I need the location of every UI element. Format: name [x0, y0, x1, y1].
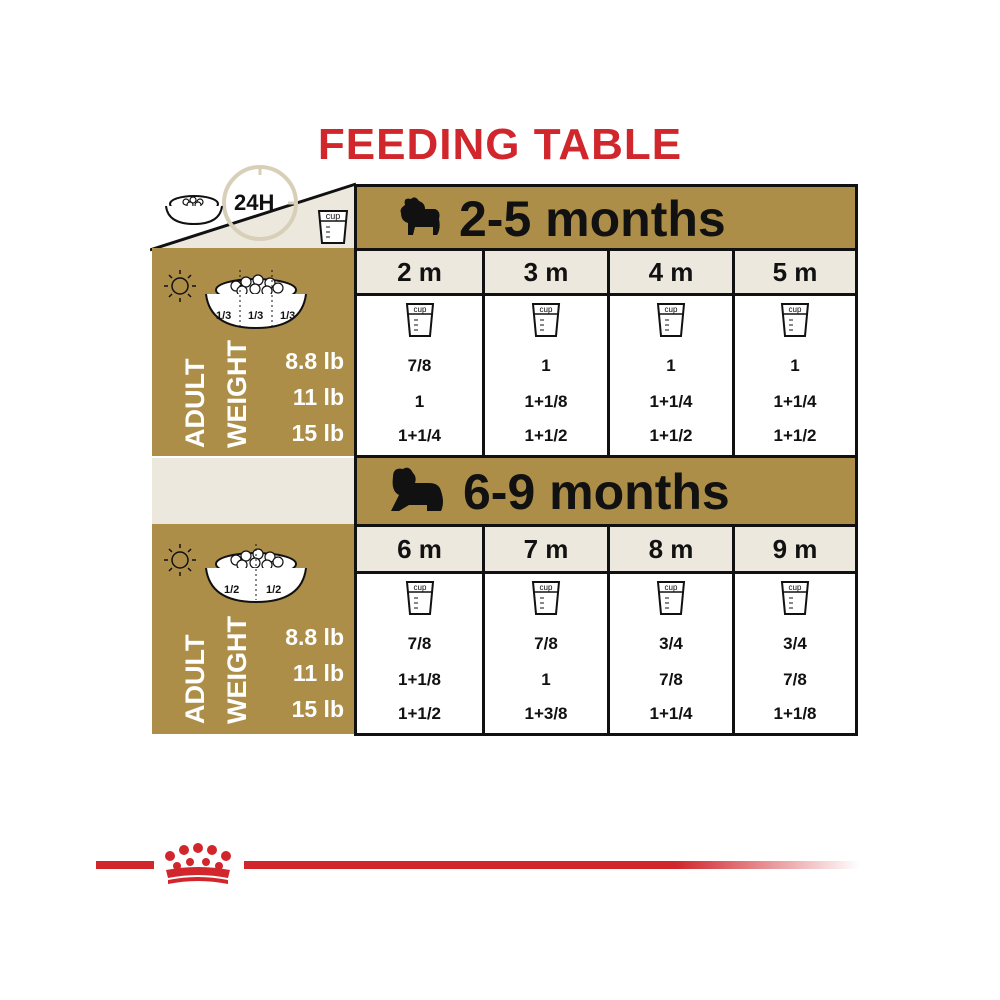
data-column: cup 7/8 1 1+3/8 — [482, 574, 607, 733]
table-cell: 7/8 — [659, 670, 683, 689]
cup-icon: cup — [655, 300, 687, 343]
table-cell: 3/4 — [783, 634, 807, 653]
meal-fraction: 1/3 — [216, 310, 232, 322]
table-cell: 1+1/2 — [397, 704, 441, 723]
section-2-grid: 6 m 7 m 8 m 9 m cup 7/8 1+1/8 1+1/2 cup … — [354, 524, 858, 736]
table-cell: 1+1/8 — [524, 392, 568, 411]
table-cell: 7/8 — [783, 670, 807, 689]
month-cell: 6 m — [397, 533, 442, 564]
svg-text:cup: cup — [665, 305, 678, 314]
data-column: cup 3/4 7/8 1+1/8 — [732, 574, 855, 733]
meal-fraction: 1/2 — [266, 584, 282, 596]
table-cell: 7/8 — [534, 634, 558, 653]
weight-value: 15 lb — [291, 696, 344, 722]
cup-icon: cup — [317, 210, 349, 244]
table-cell: 1 — [790, 356, 800, 375]
sun-icon — [164, 544, 196, 576]
month-cell: 7 m — [482, 527, 607, 571]
data-column: cup 1 1+1/8 1+1/2 — [482, 296, 607, 455]
svg-text:cup: cup — [789, 583, 802, 592]
cup-icon: cup — [779, 578, 811, 621]
table-cell: 3/4 — [659, 634, 683, 653]
header-corner — [150, 182, 357, 252]
clock-icon — [222, 165, 298, 241]
period-label: 24H — [234, 190, 275, 215]
data-column: cup 1 1+1/4 1+1/2 — [607, 296, 732, 455]
table-cell: 1+1/2 — [524, 426, 568, 445]
svg-text:cup: cup — [413, 583, 426, 592]
weight-value: 8.8 lb — [285, 624, 344, 650]
data-row: cup 7/8 1 1+1/4 cup 1 1+1/8 1+1/2 cup 1 … — [357, 296, 855, 455]
table-cell: 1+1/4 — [397, 426, 441, 445]
brand-line-right — [244, 861, 860, 869]
svg-text:cup: cup — [540, 305, 553, 314]
food-bowl-icon — [165, 195, 223, 226]
month-header-row: 2 m 3 m 4 m 5 m — [357, 251, 855, 296]
table-cell: 7/8 — [407, 634, 432, 653]
cup-icon: cup — [404, 300, 436, 343]
table-cell: 1+1/2 — [649, 426, 693, 445]
table-cell: 1 — [541, 670, 551, 689]
svg-text:cup: cup — [540, 583, 553, 592]
month-cell: 3 m — [482, 251, 607, 293]
section-label: 6-9 months — [463, 464, 730, 520]
page-title: FEEDING TABLE — [317, 120, 683, 169]
month-cell: 8 m — [607, 527, 732, 571]
month-cell: 5 m — [732, 251, 855, 293]
adult-label: ADULT — [180, 634, 210, 724]
month-cell: 4 m — [607, 251, 732, 293]
weight-value: 15 lb — [291, 420, 344, 446]
section-spacer — [152, 458, 354, 524]
table-cell: 1+1/8 — [773, 704, 817, 723]
cup-icon: cup — [530, 578, 562, 621]
dog-silhouette-icon — [395, 195, 443, 244]
data-column: cup 7/8 1 1+1/4 — [357, 296, 482, 455]
section-1-side-panel: 1/3 1/3 1/3 ADULT WEIGHT 8.8 lb 11 lb 15… — [152, 248, 354, 456]
adult-label: ADULT — [180, 358, 210, 448]
data-row: cup 7/8 1+1/8 1+1/2 cup 7/8 1 1+3/8 cup … — [357, 574, 855, 733]
weight-value: 11 lb — [292, 384, 344, 410]
svg-text:cup: cup — [665, 583, 678, 592]
svg-text:cup: cup — [413, 305, 426, 314]
table-cell: 1+1/4 — [649, 392, 693, 411]
section-1-grid: 2 m 3 m 4 m 5 m cup 7/8 1 1+1/4 cup 1 1+… — [354, 248, 858, 458]
table-cell: 1+1/2 — [773, 426, 817, 445]
table-cell: 1 — [666, 356, 676, 375]
cup-icon: cup — [655, 578, 687, 621]
section-2-side-panel: 1/2 1/2 ADULT WEIGHT 8.8 lb 11 lb 15 lb — [152, 524, 354, 734]
section-header-6-9-months: 6-9 months — [354, 458, 858, 526]
svg-text:cup: cup — [326, 211, 341, 221]
table-cell: 1+1/4 — [649, 704, 693, 723]
royal-crown-logo — [165, 843, 231, 884]
table-cell: 1 — [414, 392, 425, 411]
dog-silhouette-icon — [387, 465, 447, 520]
meal-fraction: 1/2 — [224, 584, 240, 596]
data-column: cup 7/8 1+1/8 1+1/2 — [357, 574, 482, 733]
cup-icon: cup — [779, 300, 811, 343]
weight-value: 8.8 lb — [285, 348, 344, 374]
month-header-row: 6 m 7 m 8 m 9 m — [357, 527, 855, 574]
month-cell: 2 m — [397, 256, 442, 287]
table-cell: 1+3/8 — [524, 704, 568, 723]
section-label: 2-5 months — [459, 191, 726, 247]
cup-icon: cup — [530, 300, 562, 343]
data-column: cup 1 1+1/4 1+1/2 — [732, 296, 855, 455]
meal-bowl-icon — [164, 270, 332, 330]
table-cell: 7/8 — [407, 356, 432, 375]
month-cell: 9 m — [732, 527, 855, 571]
sun-icon — [164, 270, 196, 302]
weight-value: 11 lb — [292, 660, 344, 686]
svg-text:cup: cup — [789, 305, 802, 314]
table-cell: 1 — [541, 356, 551, 375]
meal-fraction: 1/3 — [248, 310, 264, 322]
meal-fraction: 1/3 — [280, 310, 296, 322]
meal-bowl-icon — [164, 544, 332, 604]
section-header-2-5-months: 2-5 months — [354, 184, 858, 251]
data-column: cup 3/4 7/8 1+1/4 — [607, 574, 732, 733]
table-cell: 1+1/8 — [397, 670, 441, 689]
table-cell: 1+1/4 — [773, 392, 817, 411]
cup-icon: cup — [404, 578, 436, 621]
brand-line-left — [96, 861, 154, 869]
